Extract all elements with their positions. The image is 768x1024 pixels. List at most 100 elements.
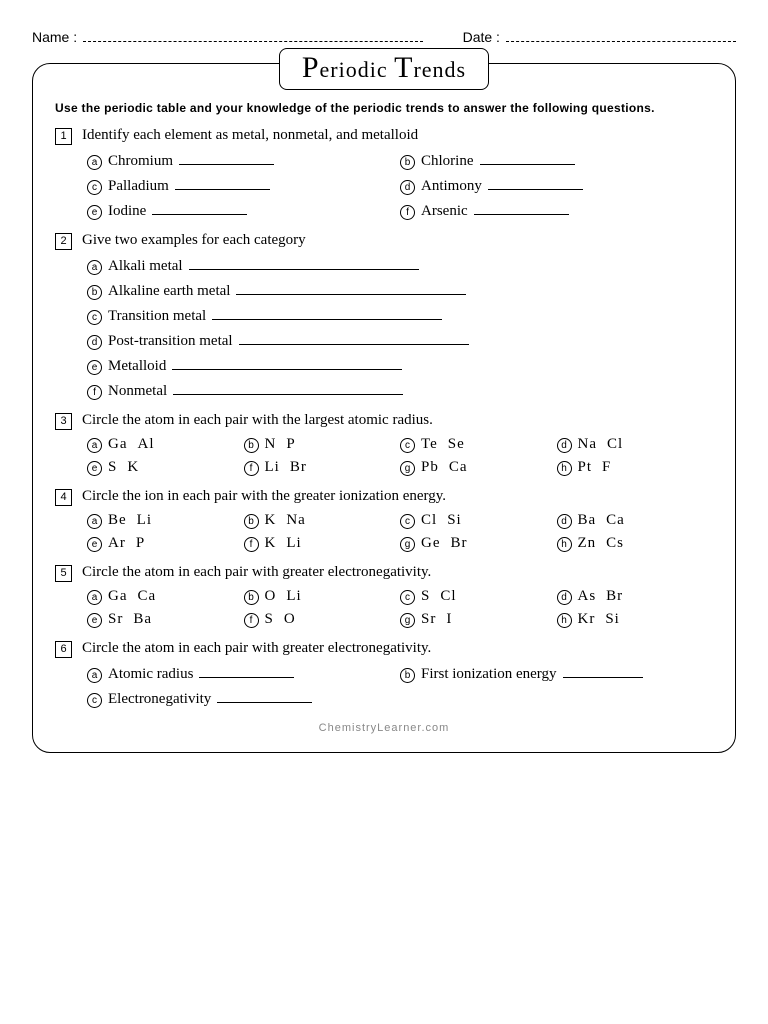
q3a-pair[interactable]: GaAl	[108, 436, 165, 453]
q3c-letter: c	[400, 438, 415, 453]
q1c-label: Palladium	[108, 178, 169, 195]
question-1: 1 Identify each element as metal, nonmet…	[55, 127, 713, 220]
q6-text: Circle the atom in each pair with greate…	[82, 640, 431, 657]
q2a-letter: a	[87, 260, 102, 275]
q1f-blank[interactable]	[474, 201, 569, 215]
q2c-blank[interactable]	[212, 306, 442, 320]
q3d-pair[interactable]: NaCl	[578, 436, 634, 453]
q5b-pair[interactable]: OLi	[265, 588, 312, 605]
question-4: 4 Circle the ion in each pair with the g…	[55, 488, 713, 552]
q4e-pair[interactable]: ArP	[108, 535, 155, 552]
q1d-blank[interactable]	[488, 176, 583, 190]
q5g-letter: g	[400, 613, 415, 628]
q6b-blank[interactable]	[563, 664, 643, 678]
q2f-letter: f	[87, 385, 102, 400]
q4f-letter: f	[244, 537, 259, 552]
date-blank[interactable]	[506, 28, 736, 42]
q4g-letter: g	[400, 537, 415, 552]
q6a-letter: a	[87, 668, 102, 683]
q1a-blank[interactable]	[179, 151, 274, 165]
q1-text: Identify each element as metal, nonmetal…	[82, 127, 418, 144]
q2b-blank[interactable]	[236, 281, 466, 295]
q1b-label: Chlorine	[421, 153, 474, 170]
name-field[interactable]: Name :	[32, 28, 423, 45]
q3d-letter: d	[557, 438, 572, 453]
q5a-pair[interactable]: GaCa	[108, 588, 166, 605]
q5a-letter: a	[87, 590, 102, 605]
name-label: Name :	[32, 29, 77, 45]
q5b-letter: b	[244, 590, 259, 605]
q6b-letter: b	[400, 668, 415, 683]
q3g-letter: g	[400, 461, 415, 476]
q5h-letter: h	[557, 613, 572, 628]
question-3: 3 Circle the atom in each pair with the …	[55, 412, 713, 476]
q2b-label: Alkaline earth metal	[108, 283, 230, 300]
q6c-label: Electronegativity	[108, 691, 211, 708]
title-wrap: Periodic Trends	[55, 48, 713, 90]
q2e-label: Metalloid	[108, 358, 166, 375]
q3g-pair[interactable]: PbCa	[421, 459, 478, 476]
q2e-blank[interactable]	[172, 356, 402, 370]
q2-text: Give two examples for each category	[82, 232, 306, 249]
q1e-label: Iodine	[108, 203, 146, 220]
q4h-pair[interactable]: ZnCs	[578, 535, 635, 552]
q5h-pair[interactable]: KrSi	[578, 611, 630, 628]
q2b-letter: b	[87, 285, 102, 300]
q3b-pair[interactable]: NP	[265, 436, 306, 453]
q4-items: aBeLi bKNa cClSi dBaCa eArP fKLi gGeBr h…	[55, 512, 713, 552]
q5e-pair[interactable]: SrBa	[108, 611, 162, 628]
q1a-letter: a	[87, 155, 102, 170]
q1e-blank[interactable]	[152, 201, 247, 215]
q2f-blank[interactable]	[173, 381, 403, 395]
q2c-label: Transition metal	[108, 308, 206, 325]
question-2: 2 Give two examples for each category aA…	[55, 232, 713, 400]
q5f-pair[interactable]: SO	[265, 611, 306, 628]
title-p: P	[302, 51, 320, 84]
q2e-letter: e	[87, 360, 102, 375]
q5g-pair[interactable]: SrI	[421, 611, 462, 628]
q4a-letter: a	[87, 514, 102, 529]
date-field[interactable]: Date :	[463, 28, 736, 45]
q5c-letter: c	[400, 590, 415, 605]
q2-items: aAlkali metal bAlkaline earth metal cTra…	[55, 256, 713, 400]
name-blank[interactable]	[83, 28, 422, 42]
q4f-pair[interactable]: KLi	[265, 535, 312, 552]
q4b-letter: b	[244, 514, 259, 529]
q2d-blank[interactable]	[239, 331, 469, 345]
q5d-pair[interactable]: AsBr	[578, 588, 634, 605]
q2f-label: Nonmetal	[108, 383, 167, 400]
q1f-label: Arsenic	[421, 203, 468, 220]
q2a-blank[interactable]	[189, 256, 419, 270]
q6a-label: Atomic radius	[108, 666, 193, 683]
title-rends: rends	[413, 57, 466, 82]
q4a-pair[interactable]: BeLi	[108, 512, 162, 529]
q3-items: aGaAl bNP cTeSe dNaCl eSK fLiBr gPbCa hP…	[55, 436, 713, 476]
q1c-blank[interactable]	[175, 176, 270, 190]
q1-number: 1	[55, 128, 72, 145]
q4h-letter: h	[557, 537, 572, 552]
q3c-pair[interactable]: TeSe	[421, 436, 475, 453]
q4b-pair[interactable]: KNa	[265, 512, 316, 529]
question-5: 5 Circle the atom in each pair with grea…	[55, 564, 713, 628]
q4c-pair[interactable]: ClSi	[421, 512, 472, 529]
q5d-letter: d	[557, 590, 572, 605]
q4d-letter: d	[557, 514, 572, 529]
q3f-pair[interactable]: LiBr	[265, 459, 317, 476]
q4d-pair[interactable]: BaCa	[578, 512, 635, 529]
q2-number: 2	[55, 233, 72, 250]
q3h-letter: h	[557, 461, 572, 476]
title-eriodic: eriodic	[320, 57, 388, 82]
q5c-pair[interactable]: SCl	[421, 588, 467, 605]
q1-items: aChromium bChlorine cPalladium dAntimony…	[55, 151, 713, 220]
q6-items: aAtomic radius bFirst ionization energy …	[55, 664, 713, 708]
q4g-pair[interactable]: GeBr	[421, 535, 478, 552]
q2a-label: Alkali metal	[108, 258, 183, 275]
q5f-letter: f	[244, 613, 259, 628]
q1d-letter: d	[400, 180, 415, 195]
q5-items: aGaCa bOLi cSCl dAsBr eSrBa fSO gSrI hKr…	[55, 588, 713, 628]
q1b-blank[interactable]	[480, 151, 575, 165]
q3e-pair[interactable]: SK	[108, 459, 149, 476]
q6a-blank[interactable]	[199, 664, 294, 678]
q6c-blank[interactable]	[217, 689, 312, 703]
q3h-pair[interactable]: PtF	[578, 459, 622, 476]
